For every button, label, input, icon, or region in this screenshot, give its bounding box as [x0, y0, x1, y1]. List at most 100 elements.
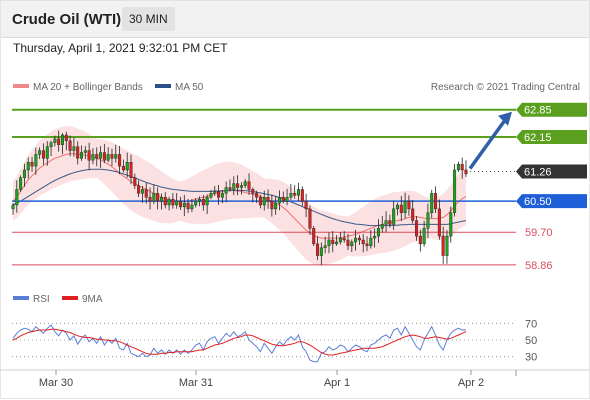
candle-down: [201, 198, 205, 206]
rsi-tick-label: 70: [525, 318, 537, 330]
candle-up: [289, 193, 293, 198]
candle-up: [34, 154, 38, 167]
current-price-tag: [516, 164, 587, 179]
candle-up: [175, 200, 179, 206]
candle-down: [308, 208, 312, 229]
candle-down: [247, 181, 251, 190]
candle-up: [350, 241, 354, 247]
candle-up: [72, 146, 76, 151]
candle-up: [373, 235, 377, 239]
candle-up: [239, 185, 243, 188]
chart-datetime: Thursday, April 1, 2021 9:32:01 PM CET: [13, 41, 228, 55]
rsi-legend-swatch: [13, 296, 29, 300]
candle-up: [125, 162, 129, 171]
pivot-price-tag: [516, 194, 587, 209]
ma20-legend-label: MA 20 + Bollinger Bands: [33, 82, 143, 93]
bollinger-band: [13, 126, 466, 266]
candle-up: [194, 200, 198, 206]
candle-down: [316, 243, 320, 256]
time-axis-label: Apr 2: [458, 377, 484, 389]
ma20-legend-swatch: [13, 84, 29, 88]
candle-down: [156, 193, 160, 202]
timeframe-badge[interactable]: 30 MIN: [122, 7, 175, 31]
candle-up: [274, 202, 278, 210]
candle-down: [255, 193, 259, 198]
target-arrow-head: [498, 111, 512, 126]
candle-up: [45, 146, 49, 159]
candle-up: [209, 193, 213, 198]
candle-down: [30, 162, 34, 167]
time-axis-label: Apr 1: [324, 377, 350, 389]
resistance-price-tag: [516, 129, 587, 144]
candle-down: [121, 165, 125, 171]
ma50-legend-label: MA 50: [175, 82, 204, 93]
candle-up: [11, 204, 15, 210]
candle-down: [266, 197, 270, 202]
candle-up: [80, 152, 84, 159]
candle-up: [453, 169, 457, 213]
candle-down: [64, 134, 68, 142]
resistance-price-tag: [516, 102, 587, 117]
pivot-price-label: 60.50: [524, 196, 552, 208]
candle-down: [441, 235, 445, 256]
current-price-label: 61.26: [524, 167, 552, 179]
candle-up: [403, 200, 407, 213]
candle-up: [224, 187, 228, 194]
candle-down: [418, 235, 422, 245]
rsi-ma-line: [12, 328, 467, 356]
candle-up: [445, 235, 449, 256]
candle-up: [99, 152, 103, 159]
candle-up: [449, 212, 453, 237]
candle-up: [152, 193, 156, 202]
candle-down: [312, 228, 316, 245]
candle-down: [129, 162, 133, 178]
candle-down: [217, 191, 221, 198]
candle-up: [26, 162, 30, 171]
candle-up: [243, 181, 247, 186]
time-axis-label: Mar 31: [179, 377, 213, 389]
candle-up: [53, 138, 57, 143]
candle-down: [118, 154, 122, 167]
candle-up: [376, 228, 380, 237]
candle-down: [148, 197, 152, 202]
candle-down: [68, 140, 72, 151]
candle-up: [380, 224, 384, 229]
candle-up: [384, 220, 388, 225]
candle-down: [342, 237, 346, 241]
resistance-price-label: 62.15: [524, 132, 552, 144]
candle-down: [41, 150, 45, 159]
candle-down: [407, 200, 411, 210]
candle-down: [388, 220, 392, 225]
candle-up: [323, 245, 327, 248]
ma50-legend-swatch: [155, 84, 171, 88]
candle-down: [437, 208, 441, 237]
candle-down: [171, 198, 175, 206]
candle-up: [15, 189, 19, 206]
resistance-price-label: 62.85: [524, 105, 552, 117]
copyright-label: Research © 2021 Trading Central: [431, 82, 580, 93]
candle-up: [213, 191, 217, 194]
candle-up: [422, 228, 426, 245]
instrument-title: Crude Oil (WTI): [12, 11, 122, 28]
rsi-legend-label: RSI: [33, 294, 50, 305]
rsi-tick-label: 50: [525, 335, 537, 347]
candle-down: [434, 193, 438, 210]
candle-up: [106, 154, 110, 161]
candle-up: [60, 134, 64, 145]
candle-up: [285, 197, 289, 202]
candle-up: [167, 198, 171, 206]
candle-up: [190, 204, 194, 210]
candle-up: [38, 150, 42, 155]
ma9-legend-swatch: [62, 296, 78, 300]
candle-down: [365, 243, 369, 247]
candle-down: [178, 200, 182, 208]
candle-down: [304, 200, 308, 210]
candle-up: [456, 163, 460, 171]
candle-up: [392, 208, 396, 225]
candle-up: [327, 239, 331, 247]
candle-down: [415, 220, 419, 237]
candle-up: [338, 237, 342, 243]
candle-down: [251, 189, 255, 194]
candle-up: [91, 154, 95, 161]
